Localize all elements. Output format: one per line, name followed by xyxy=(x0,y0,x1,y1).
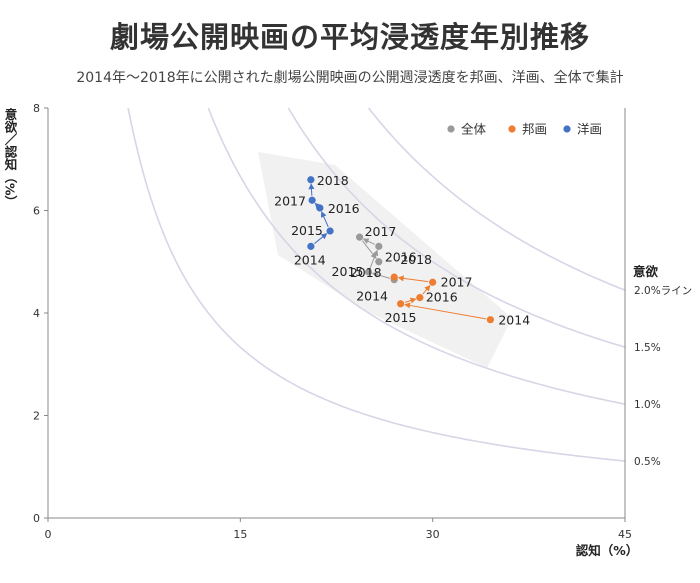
legend-label: 邦画 xyxy=(522,122,547,137)
point-label: 2015 xyxy=(385,310,417,325)
series-arrow xyxy=(397,275,429,283)
iso-line-label: 1.5% xyxy=(634,342,661,354)
series-arrow xyxy=(422,284,431,295)
x-tick-label: 15 xyxy=(233,528,247,541)
iso-line-label: 1.0% xyxy=(634,399,661,411)
y-tick-label: 4 xyxy=(33,307,40,320)
data-point xyxy=(316,204,324,212)
y-axis-title: 意欲／認知（%） xyxy=(3,107,18,208)
point-label: 2017 xyxy=(274,193,306,208)
series-arrow xyxy=(314,202,321,210)
legend-marker xyxy=(447,125,455,133)
iso-title: 意欲 xyxy=(633,264,659,279)
point-label: 2014 xyxy=(498,313,530,328)
data-point xyxy=(416,294,424,302)
series-arrow xyxy=(308,183,315,196)
chart-title: 劇場公開映画の平均浸透度年別推移 xyxy=(109,20,590,54)
x-tick-label: 0 xyxy=(45,528,52,541)
legend-label: 洋画 xyxy=(577,122,602,137)
legend-label: 全体 xyxy=(461,122,487,137)
data-point xyxy=(429,278,437,286)
series-arrow xyxy=(361,240,377,259)
series-arrow xyxy=(404,302,487,320)
point-label: 2018 xyxy=(400,252,432,267)
point-label: 2016 xyxy=(328,201,360,216)
point-label: 2017 xyxy=(365,224,397,239)
data-point xyxy=(375,242,383,250)
y-tick-label: 2 xyxy=(33,410,40,423)
y-tick-label: 8 xyxy=(33,102,40,115)
iso-line-0.5 xyxy=(127,107,626,462)
x-tick-label: 30 xyxy=(426,528,440,541)
y-tick-label: 0 xyxy=(33,512,40,525)
point-label: 2018 xyxy=(317,173,349,188)
data-point xyxy=(486,316,494,324)
iso-line-2 xyxy=(367,107,626,291)
point-label: 2015 xyxy=(291,223,323,238)
series-arrow xyxy=(314,233,328,244)
x-tick-label: 45 xyxy=(618,528,632,541)
data-point xyxy=(375,258,383,266)
iso-line-1.5 xyxy=(287,107,626,348)
point-label: 2017 xyxy=(441,274,473,289)
legend-marker xyxy=(563,125,571,133)
legend-marker xyxy=(508,125,516,133)
data-point xyxy=(307,242,315,250)
series-arrow xyxy=(362,238,375,245)
series-arrow xyxy=(320,211,329,228)
point-label: 2018 xyxy=(350,265,382,280)
data-point xyxy=(307,176,315,184)
chart-subtitle: 2014年～2018年に公開された劇場公開映画の公開週浸透度を邦画、洋画、全体で… xyxy=(76,70,624,86)
data-point xyxy=(355,233,364,241)
iso-line-label: 2.0%ライン xyxy=(634,285,692,297)
series-arrow xyxy=(371,271,391,279)
data-point xyxy=(397,300,405,308)
iso-line-1 xyxy=(207,107,626,405)
data-point xyxy=(390,273,398,281)
data-point xyxy=(326,227,334,235)
point-label: 2016 xyxy=(426,290,458,305)
data-point xyxy=(364,268,373,276)
y-tick-label: 6 xyxy=(33,205,40,218)
point-label: 2014 xyxy=(356,289,388,304)
series-arrow xyxy=(404,297,417,304)
point-label: 2016 xyxy=(385,249,417,264)
iso-line-label: 0.5% xyxy=(634,456,661,468)
point-label: 2015 xyxy=(332,264,364,279)
data-point xyxy=(308,196,316,204)
x-axis-title: 認知（%） xyxy=(576,543,639,558)
point-label: 2014 xyxy=(294,252,326,267)
